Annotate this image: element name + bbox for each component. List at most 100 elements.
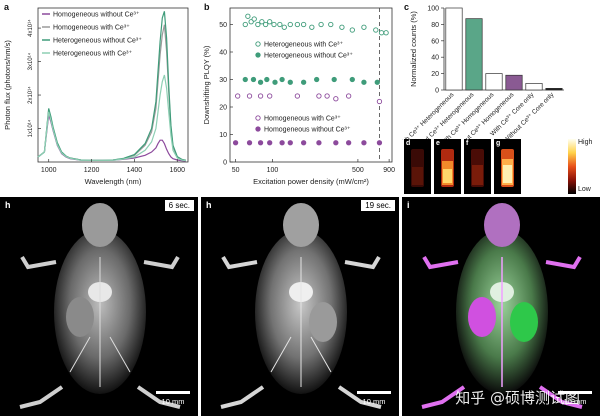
- scale-bar-h-1: 10 mm: [156, 391, 190, 406]
- data-point-s3: [287, 140, 293, 146]
- timestamp-19s: 19 sec.: [361, 200, 395, 211]
- panel-label-c: c: [404, 2, 410, 12]
- data-point-s2: [235, 93, 241, 99]
- data-point-s2: [324, 93, 330, 99]
- data-point-s0: [294, 21, 301, 28]
- scale-bar-h-2: 10 mm: [357, 391, 391, 406]
- x-tick-label: 1200: [84, 167, 100, 174]
- y-tick-label: 3x10¹⁴: [27, 52, 34, 70]
- thermal-image-e: e: [434, 139, 461, 194]
- y-tick-label: 0: [223, 160, 227, 167]
- legend-marker-3: [255, 126, 261, 132]
- data-point-s0: [361, 24, 367, 30]
- data-point-s0: [373, 27, 379, 33]
- colorbar: [568, 139, 576, 194]
- data-point-s1: [300, 79, 307, 85]
- thermal-image-f: f: [464, 139, 491, 194]
- y-tick-label: 40: [431, 55, 439, 62]
- vial-d: [411, 149, 424, 187]
- data-point-s3: [279, 140, 285, 146]
- scale-bar-label: 10 mm: [362, 397, 386, 406]
- x-tick-label: 50: [232, 167, 240, 174]
- data-point-s1: [331, 76, 337, 83]
- series-line-3: [37, 74, 186, 162]
- panel-label-i: i: [407, 200, 410, 210]
- y-tick-label: 80: [431, 22, 439, 29]
- bar-2: [485, 73, 503, 91]
- legend-entry-1: Homogeneous with Ce³⁺: [53, 24, 130, 32]
- data-point-s3: [257, 140, 264, 146]
- vial-e: [441, 149, 454, 187]
- data-point-s0: [281, 24, 287, 30]
- chart-b-plqy: 0 10 20 30 40 50 50 100 500 900 Excitation power d…: [202, 7, 395, 186]
- data-point-s3: [246, 140, 253, 146]
- colorbar-high-label: High: [578, 139, 593, 146]
- vial-g: [501, 149, 514, 187]
- data-point-s3: [376, 140, 383, 146]
- data-point-s3: [333, 140, 339, 146]
- panel-label-a: a: [4, 2, 10, 12]
- mouse-image-overlay: [421, 203, 583, 409]
- y-tick-label: 1x10¹⁴: [27, 119, 34, 137]
- panel-label-h-2: h: [206, 200, 212, 210]
- x-tick-label: 1600: [169, 167, 185, 174]
- y-tick-label: 10: [219, 132, 227, 139]
- data-point-s3: [316, 140, 322, 146]
- legend-marker-1: [255, 52, 261, 58]
- x-tick-label: 1400: [127, 167, 143, 174]
- mouse-image-gray-1: [19, 203, 181, 409]
- data-point-s0: [277, 21, 283, 28]
- legend-entry-3: Homogeneous without Ce³⁺: [264, 126, 351, 134]
- data-point-s0: [262, 21, 269, 28]
- y-axis-label: Downshifting PLQY (%): [202, 45, 211, 124]
- data-point-s2: [257, 93, 264, 99]
- legend-entry-2: Heterogeneous without Ce³⁺: [53, 37, 142, 45]
- panel-label-h-1: h: [5, 200, 11, 210]
- panel-c: c With Ce³⁺ Heterogeneous Without Ce³⁺ He…: [397, 0, 600, 195]
- bar-4: [525, 83, 543, 91]
- watermark: 知乎 @硕博测试图: [455, 389, 580, 407]
- x-tick-label: 1000: [41, 167, 57, 174]
- y-tick-label: 20: [219, 105, 227, 112]
- x-tick-label: 900: [383, 167, 395, 174]
- data-point-s0: [245, 13, 251, 19]
- data-point-s2: [294, 93, 301, 99]
- legend-entry-2: Homogeneous with Ce³⁺: [264, 115, 341, 123]
- data-point-s0: [349, 27, 355, 33]
- data-point-s1: [264, 76, 270, 83]
- data-point-s3: [267, 140, 273, 146]
- bar-0: [445, 7, 463, 91]
- chart-a-spectrum: 1x10¹⁴ 2x10¹⁴ 3x10¹⁴ 4x10¹⁴ 1000 1200 1400 1600…: [3, 7, 189, 186]
- legend-entry-1: Heterogeneous without Ce³⁺: [264, 52, 353, 60]
- data-point-s1: [257, 79, 264, 85]
- y-tick-label: 50: [219, 22, 227, 29]
- bar-5: [545, 88, 563, 91]
- data-point-s1: [272, 79, 278, 85]
- y-axis-label: Normalized counts (%): [409, 11, 418, 87]
- data-point-s2: [267, 93, 273, 99]
- legend-entry-0: Homogeneous without Ce³⁺: [53, 11, 140, 19]
- panel-a: a 1x10¹⁴ 2x10¹⁴ 3x10¹⁴ 4x10¹⁴ 1000 1200 1400 16…: [0, 0, 200, 195]
- data-point-s0: [328, 21, 334, 28]
- data-point-s1: [250, 76, 257, 83]
- data-point-s0: [339, 24, 345, 30]
- data-point-s2: [316, 93, 322, 99]
- scale-bar-label: 10 mm: [161, 397, 185, 406]
- legend-marker-0: [255, 41, 261, 47]
- data-point-s0: [271, 21, 277, 28]
- bar-3: [505, 74, 523, 91]
- scale-bar-line: [558, 391, 592, 394]
- data-point-s0: [259, 19, 265, 25]
- data-point-s0: [378, 30, 385, 36]
- data-point-s0: [309, 24, 315, 30]
- y-tick-label: 20: [431, 71, 439, 78]
- data-point-s1: [361, 79, 367, 85]
- timestamp-6s: 6 sec.: [164, 200, 194, 211]
- data-point-s0: [300, 21, 307, 28]
- data-point-s1: [374, 79, 380, 85]
- y-tick-label: 0: [435, 88, 439, 95]
- data-point-s2: [246, 93, 253, 99]
- panel-label-e: e: [436, 140, 440, 147]
- data-point-s0: [251, 16, 257, 22]
